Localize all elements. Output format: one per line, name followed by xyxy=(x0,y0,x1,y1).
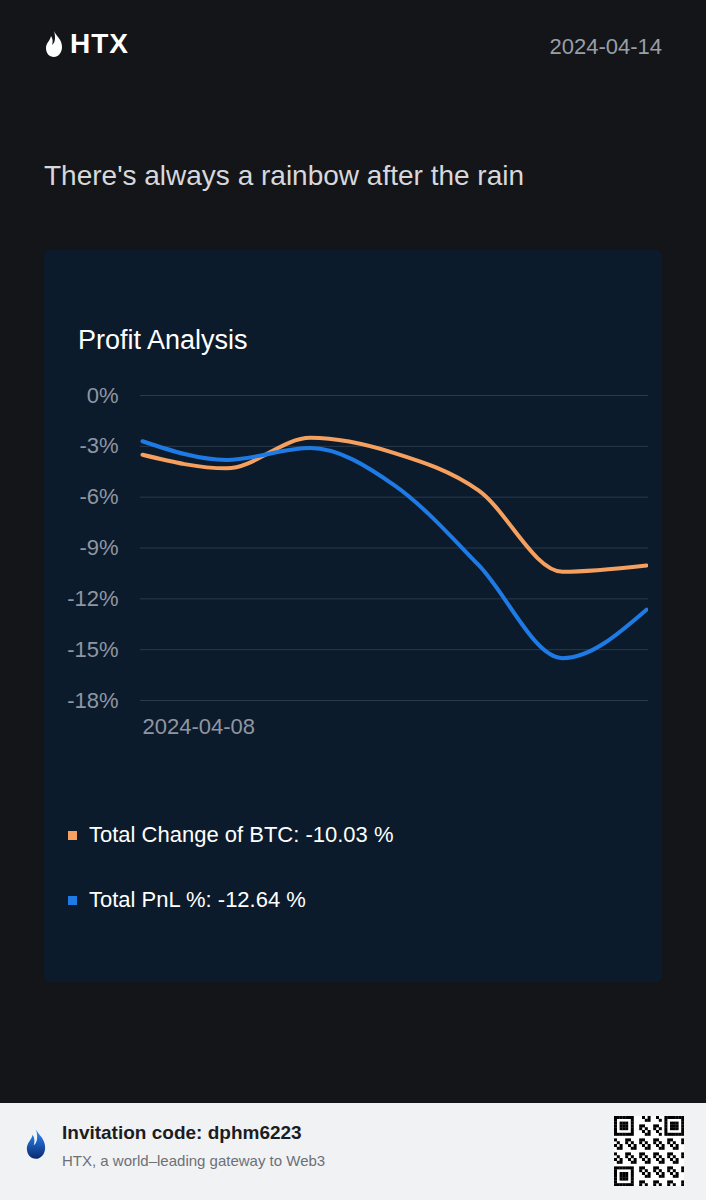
html-text:Total PnL %: -12.64 %: Total PnL %: -12.64 % xyxy=(89,887,306,912)
html-text:HTX, a world–leading gateway t: HTX, a world–leading gateway to Web3 xyxy=(62,1152,326,1169)
svg-text:-12%: -12% xyxy=(67,586,118,611)
html-text:There's always a rainbow after: There's always a rainbow after the rain xyxy=(44,160,524,191)
svg-text:-6%: -6% xyxy=(79,484,118,509)
svg-text:-3%: -3% xyxy=(79,433,118,458)
svg-text:0%: 0% xyxy=(87,383,119,408)
html-text:2024-04-14: 2024-04-14 xyxy=(549,34,662,59)
html-text:Invitation code: dphm6223: Invitation code: dphm6223 xyxy=(62,1122,302,1143)
html-text:HTX: HTX xyxy=(70,28,129,59)
html-text:Total Change of BTC: -10.03 %: Total Change of BTC: -10.03 % xyxy=(89,822,394,847)
html-text:Profit Analysis: Profit Analysis xyxy=(78,325,248,355)
svg-text:-9%: -9% xyxy=(79,535,118,560)
svg-text:-15%: -15% xyxy=(67,637,118,662)
svg-text:-18%: -18% xyxy=(67,688,118,713)
svg-text:2024-04-08: 2024-04-08 xyxy=(143,714,256,739)
